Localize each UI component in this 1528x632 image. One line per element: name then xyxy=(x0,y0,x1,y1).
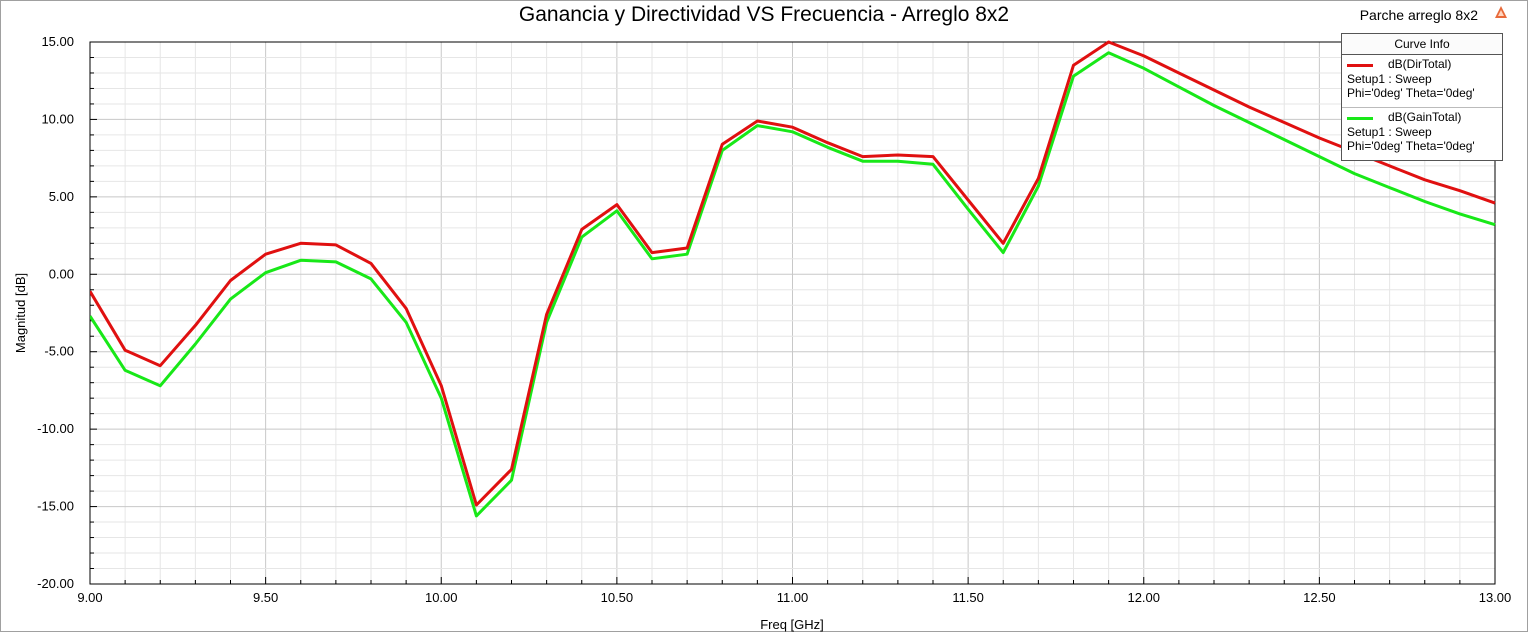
ansys-logo-icon xyxy=(1495,6,1507,18)
legend-entry-setup: Setup1 : Sweep xyxy=(1347,72,1432,86)
x-tick-labels: 9.00 9.50 10.00 10.50 11.00 11.50 12.00 12.50 13… xyxy=(77,590,1511,605)
x-tick-label: 9.50 xyxy=(253,590,278,605)
project-name: Parche arreglo 8x2 xyxy=(1359,7,1478,23)
legend-entry-angles: Phi='0deg' Theta='0deg' xyxy=(1347,139,1475,153)
y-axis-label: Magnitud [dB] xyxy=(13,273,28,353)
x-tick-label: 10.00 xyxy=(425,590,458,605)
legend-entry-gaintotal[interactable]: dB(GainTotal) Setup1 : Sweep Phi='0deg' … xyxy=(1342,108,1502,160)
series-line-gaintotal xyxy=(90,51,1496,518)
x-tick-label: 11.00 xyxy=(777,590,809,605)
legend-entry-name: dB(DirTotal) xyxy=(1388,57,1452,71)
series-line-dirtotal xyxy=(90,40,1496,507)
x-tick-label: 13.00 xyxy=(1479,590,1512,605)
legend-entry-name: dB(GainTotal) xyxy=(1388,110,1462,124)
chart-title: Ganancia y Directividad VS Frecuencia - … xyxy=(518,3,1010,26)
x-tick-label: 12.50 xyxy=(1303,590,1336,605)
y-tick-label: 15.00 xyxy=(41,34,74,49)
series-layer xyxy=(90,40,1496,518)
legend-header: Curve Info xyxy=(1342,34,1502,55)
legend-entry-angles: Phi='0deg' Theta='0deg' xyxy=(1347,86,1475,100)
y-tick-label: -15.00 xyxy=(37,499,74,514)
x-tick-label: 9.00 xyxy=(77,590,102,605)
legend-entry-dirtotal[interactable]: dB(DirTotal) Setup1 : Sweep Phi='0deg' T… xyxy=(1342,55,1502,108)
x-tick-label: 12.00 xyxy=(1127,590,1160,605)
y-tick-label: -20.00 xyxy=(37,576,74,591)
y-tick-label: -5.00 xyxy=(44,344,74,359)
y-tick-label: 5.00 xyxy=(49,189,74,204)
x-axis-label: Freq [GHz] xyxy=(760,617,824,632)
y-tick-labels: 15.00 10.00 5.00 0.00 -5.00 -10.00 -15.00 -20.0… xyxy=(37,34,74,591)
legend-swatch-gaintotal xyxy=(1347,117,1373,120)
grid xyxy=(89,41,1496,585)
minor-ticks xyxy=(89,41,1496,585)
x-tick-label: 10.50 xyxy=(601,590,634,605)
y-tick-label: 0.00 xyxy=(49,266,74,281)
legend-entry-setup: Setup1 : Sweep xyxy=(1347,125,1432,139)
y-tick-label: -10.00 xyxy=(37,421,74,436)
y-tick-label: 10.00 xyxy=(41,111,74,126)
legend-swatch-dirtotal xyxy=(1347,64,1373,67)
x-tick-label: 11.50 xyxy=(952,590,984,605)
curve-info-legend[interactable]: Curve Info dB(DirTotal) Setup1 : Sweep P… xyxy=(1341,33,1503,161)
